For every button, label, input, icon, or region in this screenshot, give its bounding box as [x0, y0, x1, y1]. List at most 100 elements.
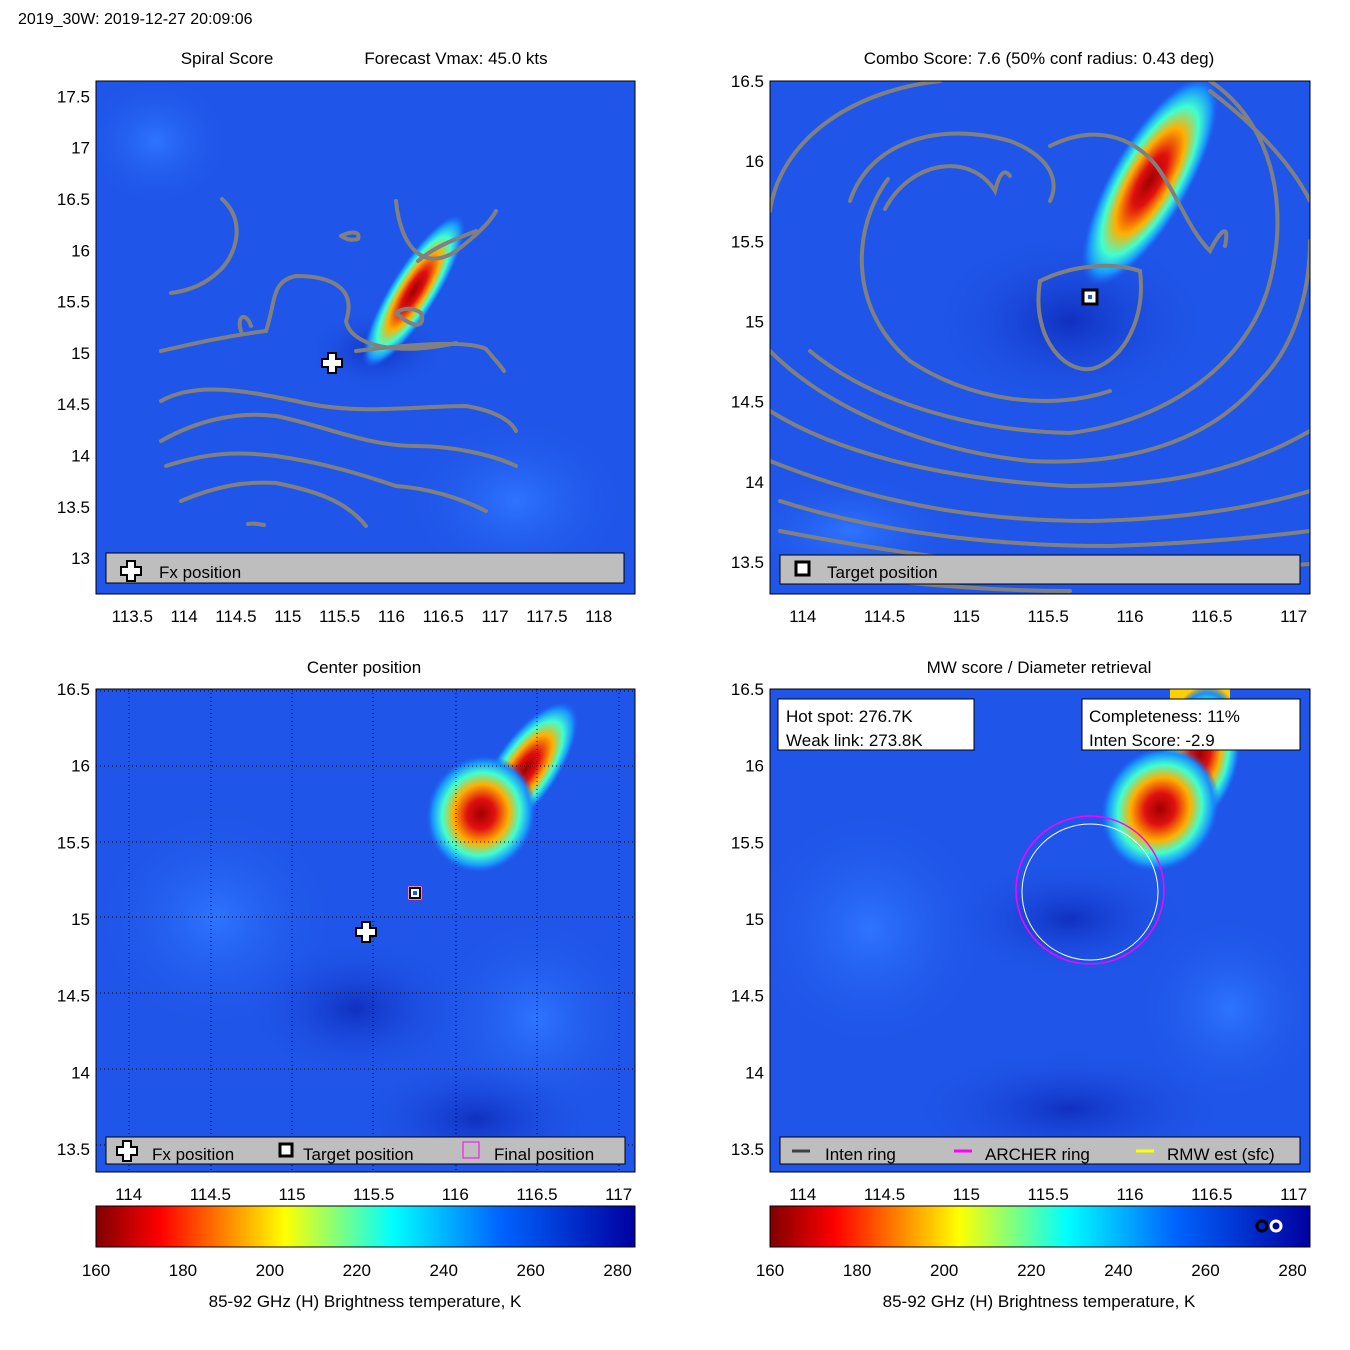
- center-panel: Center position: [57, 658, 636, 1311]
- combo-x-ticks: 114 114.5 115 115.5 116 116.5 117: [789, 607, 1307, 626]
- mwscore-y-ticks: 13.5 14 14.5 15 15.5 16 16.5: [731, 680, 764, 1159]
- y-tick-label: 15.5: [731, 232, 764, 251]
- mw-hot-spot: [1100, 745, 1220, 873]
- x-tick-label: 116.5: [516, 1185, 557, 1204]
- x-tick-label: 116: [442, 1185, 469, 1204]
- y-tick-label: 15.5: [731, 833, 764, 852]
- colorbar-ring-icon: [1255, 1219, 1269, 1233]
- colorbar-tick-label: 180: [843, 1261, 871, 1280]
- plus-icon: [120, 560, 142, 582]
- x-tick-label: 114.5: [864, 607, 905, 626]
- x-tick-label: 114: [115, 1185, 142, 1204]
- colorbar-tick-label: 260: [1191, 1261, 1219, 1280]
- spiral-title-left: Spiral Score: [181, 49, 274, 68]
- x-tick-label: 114: [171, 607, 198, 626]
- mwscore-colorbar-ticks: 160 180 200 220 240 260 280: [756, 1261, 1307, 1280]
- x-tick-label: 115: [274, 607, 301, 626]
- spiral-y-ticks: 13 13.5 14 14.5 15 15.5 16 16.5 17 17.5: [57, 87, 90, 568]
- mwscore-legend: Inten ring ARCHER ring RMW est (sfc): [779, 1136, 1301, 1165]
- hot-spot-text: Hot spot: 276.7K: [786, 707, 913, 726]
- x-tick-label: 113.5: [112, 607, 153, 626]
- y-tick-label: 16.5: [57, 190, 90, 209]
- colorbar-tick-label: 180: [169, 1261, 197, 1280]
- colorbar-ring-icon: [1269, 1219, 1283, 1233]
- spiral-hot-band: [362, 213, 466, 369]
- x-tick-label: 114.5: [864, 1185, 905, 1204]
- y-tick-label: 16.5: [731, 72, 764, 91]
- y-tick-label: 14: [745, 1063, 764, 1082]
- y-tick-label: 13: [71, 549, 90, 568]
- x-tick-label: 115.5: [319, 607, 360, 626]
- colorbar-tick-label: 280: [1278, 1261, 1306, 1280]
- x-tick-label: 117: [605, 1185, 632, 1204]
- x-tick-label: 114: [789, 1185, 816, 1204]
- center-legend: Fx position Target position Final positi…: [105, 1136, 626, 1165]
- x-tick-label: 116.5: [423, 607, 464, 626]
- center-y-ticks: 13.5 14 14.5 15 15.5 16 16.5: [57, 680, 90, 1159]
- magenta-square-icon: [462, 1141, 480, 1159]
- colorbar-tick-label: 240: [430, 1261, 458, 1280]
- colorbar-tick-label: 200: [256, 1261, 284, 1280]
- y-tick-label: 16: [745, 757, 764, 776]
- y-tick-label: 15: [71, 344, 90, 363]
- legend-archer-ring: ARCHER ring: [985, 1145, 1090, 1164]
- combo-title: Combo Score: 7.6 (50% conf radius: 0.43 …: [864, 49, 1215, 68]
- y-tick-label: 13.5: [731, 1140, 764, 1159]
- mwscore-colorbar-label: 85-92 GHz (H) Brightness temperature, K: [883, 1292, 1196, 1311]
- center-fx-marker: [355, 921, 377, 943]
- square-marker-icon: [278, 1142, 294, 1158]
- x-tick-label: 115: [278, 1185, 305, 1204]
- x-tick-label: 114: [789, 607, 816, 626]
- x-tick-label: 117: [1280, 607, 1307, 626]
- x-tick-label: 114.5: [190, 1185, 231, 1204]
- y-tick-label: 14: [71, 446, 90, 465]
- colorbar-tick-label: 280: [603, 1261, 631, 1280]
- y-tick-label: 13.5: [731, 553, 764, 572]
- y-tick-label: 15: [71, 910, 90, 929]
- colorbar-tick-label: 220: [1017, 1261, 1045, 1280]
- y-tick-label: 14.5: [57, 395, 90, 414]
- x-tick-label: 116.5: [1191, 1185, 1232, 1204]
- center-title: Center position: [307, 658, 421, 677]
- center-gridlines: [96, 689, 635, 1172]
- center-colorbar-ticks: 160 180 200 220 240 260 280: [82, 1261, 632, 1280]
- mwscore-title: MW score / Diameter retrieval: [927, 658, 1152, 677]
- plus-icon: [116, 1140, 138, 1162]
- x-tick-label: 117: [482, 607, 509, 626]
- x-tick-label: 117: [1280, 1185, 1307, 1204]
- combo-legend: Target position: [779, 554, 1301, 585]
- combo-y-ticks: 13.5 14 14.5 15 15.5 16 16.5: [731, 72, 764, 572]
- mwscore-plot-area: Hot spot: 276.7K Weak link: 273.8K Compl…: [770, 689, 1310, 1172]
- center-hot-spot: [425, 754, 537, 874]
- combo-hot-band: [1080, 81, 1220, 287]
- page-title: 2019_30W: 2019-12-27 20:09:06: [18, 11, 253, 28]
- mw-info-right: Completeness: 11% Inten Score: -2.9: [1081, 698, 1301, 751]
- y-tick-label: 14.5: [731, 393, 764, 412]
- spiral-x-ticks: 113.5 114 114.5 115 115.5 116 116.5 117 117.5 118: [112, 607, 613, 626]
- mwscore-colorbar: 160 180 200 220 240 260 280 85-92 GHz (H) Brig…: [756, 1205, 1311, 1311]
- spiral-legend-fx: Fx position: [159, 563, 241, 582]
- x-tick-label: 118: [585, 607, 612, 626]
- x-tick-label: 116: [378, 607, 405, 626]
- archer-ring: [1015, 815, 1165, 965]
- combo-panel: Combo Score: 7.6 (50% conf radius: 0.43 …: [731, 49, 1311, 626]
- y-tick-label: 15: [745, 910, 764, 929]
- x-tick-label: 117.5: [526, 607, 567, 626]
- y-tick-label: 17: [71, 139, 90, 158]
- center-legend-fx: Fx position: [152, 1145, 234, 1164]
- colorbar-tick-label: 240: [1104, 1261, 1132, 1280]
- spiral-plot-area: Fx position: [96, 81, 635, 594]
- x-tick-label: 115.5: [1028, 607, 1069, 626]
- center-colorbar-label: 85-92 GHz (H) Brightness temperature, K: [209, 1292, 522, 1311]
- y-tick-label: 16: [745, 152, 764, 171]
- colorbar-tick-label: 260: [516, 1261, 544, 1280]
- mw-info-left: Hot spot: 276.7K Weak link: 273.8K: [777, 698, 975, 751]
- x-tick-label: 116: [1116, 1185, 1143, 1204]
- spiral-fx-marker: [321, 352, 343, 374]
- x-tick-label: 115.5: [353, 1185, 394, 1204]
- y-tick-label: 17.5: [57, 87, 90, 106]
- spiral-title-right: Forecast Vmax: 45.0 kts: [364, 49, 547, 68]
- y-tick-label: 14: [745, 473, 764, 492]
- y-tick-label: 14: [71, 1063, 90, 1082]
